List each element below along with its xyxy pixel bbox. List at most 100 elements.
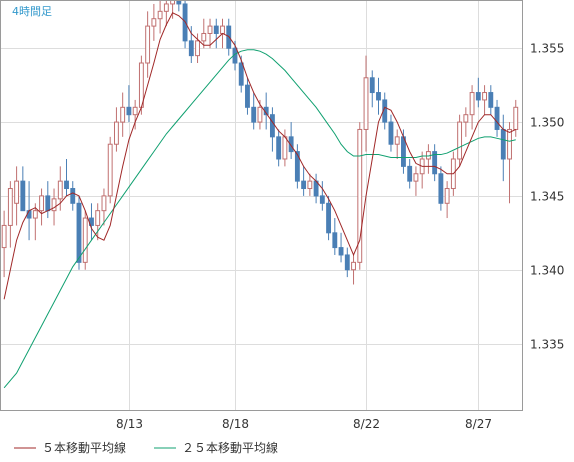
ma5-line (3, 12, 516, 300)
candle-body (145, 25, 151, 64)
candle-body (482, 92, 487, 101)
candle-body (45, 195, 51, 212)
candle-up (201, 18, 207, 49)
ma25-line (3, 49, 516, 389)
candle-down (376, 77, 381, 115)
candle-body (363, 77, 369, 130)
candle-body (376, 92, 381, 101)
y-tick-label: 1.335 (530, 338, 564, 352)
candle-up (444, 181, 450, 219)
candle-down (344, 247, 350, 278)
candle-down (294, 144, 300, 189)
candle-up (363, 55, 369, 152)
candle-up (120, 92, 126, 137)
candle-up (51, 188, 57, 226)
candle-up (394, 129, 400, 159)
candle-up (82, 210, 88, 270)
candle-up (1, 210, 7, 278)
candle-down (319, 181, 325, 211)
candle-body (488, 92, 494, 108)
candle-body (1, 224, 7, 249)
candle-up (101, 188, 107, 226)
candle-down (432, 144, 438, 182)
candle-up (39, 188, 44, 226)
candle-down (188, 26, 194, 64)
candle-body (64, 180, 69, 190)
candle-up (413, 166, 419, 196)
candle-body (220, 25, 225, 34)
candle-down (238, 55, 244, 93)
candle-body (432, 151, 438, 175)
candle-body (201, 32, 207, 42)
x-tick-label: 8/27 (465, 417, 492, 431)
candle-body (95, 210, 101, 226)
candle-up (482, 85, 487, 115)
candle-down (326, 195, 332, 241)
candle-up (207, 18, 213, 49)
candle-down (269, 107, 275, 152)
candle-body (307, 180, 313, 190)
candle-body (319, 195, 325, 204)
candle-down (332, 218, 338, 255)
candle-body (444, 188, 450, 204)
candle-body (338, 247, 344, 256)
candle-body (188, 40, 194, 57)
candle-body (269, 114, 275, 138)
candle-body (413, 173, 419, 182)
candle-up (7, 181, 13, 248)
candle-up (463, 107, 469, 137)
candle-up (513, 99, 519, 137)
candle-body (475, 92, 481, 101)
candle-down (488, 85, 494, 115)
candle-body (14, 180, 20, 204)
y-axis-labels: 1.335 1.340 1.345 1.350 1.355 (530, 42, 564, 352)
candle-body (195, 40, 200, 57)
candle-body (469, 92, 475, 116)
candle-body (407, 165, 413, 182)
candle-body (7, 188, 13, 226)
candle-body (438, 173, 444, 204)
candle-down (388, 114, 394, 152)
moving-averages (3, 12, 516, 389)
candle-body (20, 180, 26, 212)
candle-down (245, 77, 250, 115)
candle-body (357, 128, 363, 263)
candle-body (70, 188, 76, 204)
candle-up (132, 99, 138, 130)
candle-body (163, 3, 169, 12)
candle-body (113, 121, 119, 145)
candle-body (57, 180, 63, 200)
legend-ma25-label: ２５本移動平均線 (182, 440, 278, 455)
candle-body (351, 261, 356, 271)
candles (1, 0, 519, 285)
chart-title: 4時間足 (12, 5, 52, 18)
candle-body (257, 106, 263, 123)
candle-body (457, 121, 463, 160)
candle-up (151, 3, 157, 41)
x-tick-label: 8/22 (353, 417, 380, 431)
legend: ５本移動平均線 ２５本移動平均線 (14, 440, 278, 455)
candle-up (14, 166, 20, 226)
candle-body (251, 106, 257, 123)
x-tick-label: 8/13 (116, 417, 143, 431)
candle-down (213, 18, 219, 49)
candle-body (132, 106, 138, 116)
candle-body (101, 195, 107, 212)
candle-body (82, 217, 88, 263)
candle-body (32, 210, 38, 219)
x-axis-labels: 8/13 8/18 8/22 8/27 (116, 417, 492, 431)
candle-up (469, 85, 475, 130)
y-tick-label: 1.340 (530, 264, 564, 278)
candle-up (357, 122, 363, 270)
y-tick-label: 1.355 (530, 42, 564, 56)
candle-down (126, 85, 132, 123)
candle-down (288, 122, 294, 159)
candle-up (107, 136, 113, 204)
candle-body (282, 136, 288, 160)
candle-body (39, 195, 44, 212)
candle-body (157, 10, 163, 20)
candle-body (344, 254, 350, 271)
candle-body (326, 202, 332, 234)
